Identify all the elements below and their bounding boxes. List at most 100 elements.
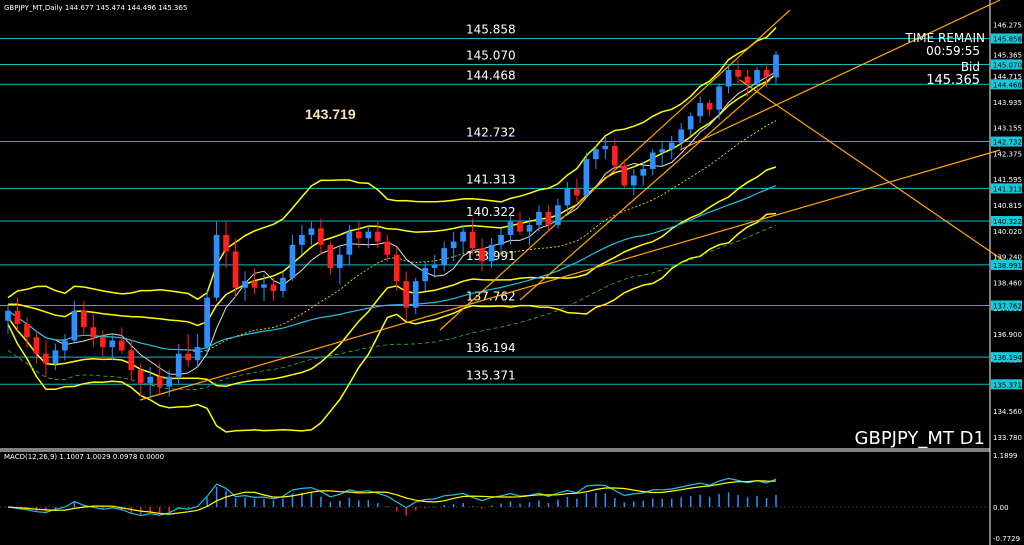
candle-body [744, 76, 751, 84]
candle-body [621, 165, 628, 186]
candle-body [109, 340, 116, 348]
candle-body [450, 241, 457, 249]
candle-body [14, 310, 21, 324]
macd-header: MACD(12,26,9) 1.1007 1.0029 0.0978 0.000… [4, 453, 164, 461]
level-axis-label: 142.732 [993, 139, 1022, 147]
macd-line [7, 477, 777, 517]
candle-body [422, 267, 429, 282]
candle-body [128, 350, 135, 371]
level-label: 142.732 [466, 126, 516, 140]
level-label: 135.371 [466, 368, 516, 382]
candle-body [403, 281, 410, 308]
candle-body [488, 244, 495, 262]
level-axis-box [991, 259, 1022, 270]
candle-body [412, 281, 419, 308]
level-axis-label: 141.313 [993, 185, 1022, 193]
bid-value: 145.365 [926, 73, 980, 88]
candle-body [668, 142, 675, 150]
time-remain-label: TIME REMAIN [904, 31, 985, 45]
candle-body [5, 310, 11, 321]
ma-fast [7, 71, 777, 376]
symbol-ohlc-header: GBPJPY_MT,Daily 144.677 145.474 144.496 … [4, 4, 187, 12]
candle-body [431, 264, 438, 268]
candle-body [194, 347, 201, 361]
macd-histogram [7, 477, 777, 517]
candle-body [460, 231, 466, 242]
level-axis-label: 140.322 [993, 218, 1022, 226]
bid-label: Bid [961, 60, 980, 74]
candle-body [393, 254, 400, 282]
price-tick-label: 134.560 [993, 408, 1022, 416]
candle-body [166, 376, 173, 387]
level-axis-label: 137.762 [993, 302, 1022, 310]
level-label: 141.313 [466, 172, 516, 186]
candles-layer [5, 51, 779, 400]
level-axis-box [991, 136, 1022, 147]
price-tick-label: 144.715 [993, 73, 1022, 81]
band-lower-outer [7, 212, 777, 433]
candle-body [602, 145, 609, 150]
candle-body [479, 248, 485, 262]
candle-body [574, 188, 580, 196]
candle-body [52, 350, 59, 364]
trend-line [739, 79, 1011, 266]
candle-body [156, 376, 163, 387]
candle-body [223, 234, 229, 252]
candle-body [611, 145, 618, 166]
price-tick-label: 143.935 [993, 99, 1022, 107]
candle-body [517, 221, 523, 232]
candle-body [99, 337, 106, 348]
candle-body [318, 228, 324, 245]
price-tick-label: 139.240 [993, 254, 1022, 262]
level-label: 136.194 [466, 341, 516, 355]
trend-line [679, 0, 1001, 151]
candle-body [763, 70, 770, 77]
candle-body [33, 337, 40, 354]
candle-body [687, 116, 694, 130]
candle-body [299, 234, 305, 245]
candle-body [280, 277, 286, 292]
candle-body [507, 221, 514, 235]
candle-body [735, 70, 741, 77]
candle-body [71, 310, 78, 341]
level-axis-box [991, 379, 1022, 390]
candle-body [773, 54, 779, 78]
ma-slow [7, 185, 777, 351]
band-mid [7, 120, 777, 353]
band-upper-outer [7, 27, 777, 301]
level-label: 145.070 [466, 48, 516, 62]
candle-body [242, 281, 248, 288]
level-axis-label: 138.991 [993, 262, 1022, 270]
level-axis-box [991, 352, 1022, 363]
candle-body [43, 353, 49, 364]
level-label: 140.322 [466, 205, 516, 219]
level-axis-label: 145.858 [993, 35, 1022, 43]
candle-body [374, 231, 381, 242]
candle-body [232, 251, 239, 288]
price-tick-label: 133.780 [993, 434, 1022, 442]
trend-line [519, 79, 771, 301]
band-upper-inner [8, 73, 777, 327]
level-axis-label: 144.468 [993, 81, 1022, 89]
candle-body [545, 211, 552, 226]
level-axis-box [991, 33, 1022, 44]
candle-body [469, 231, 476, 249]
band-lower-inner [7, 166, 777, 387]
candle-body [526, 225, 533, 232]
level-label: 144.468 [466, 68, 516, 82]
candle-body [327, 244, 334, 268]
candle-body [308, 228, 315, 235]
candle-body [81, 310, 87, 328]
candle-body [251, 281, 258, 288]
macd-tick-label: -0.7729 [993, 535, 1020, 543]
candle-body [346, 231, 353, 255]
candle-body [118, 340, 125, 351]
price-tick-label: 141.595 [993, 176, 1022, 184]
level-axis-label: 136.194 [993, 354, 1022, 362]
candle-body [365, 231, 372, 239]
macd-tick-label: 1.1899 [993, 452, 1018, 460]
macd-signal [7, 480, 777, 515]
candle-body [355, 231, 362, 239]
candle-body [185, 353, 191, 361]
